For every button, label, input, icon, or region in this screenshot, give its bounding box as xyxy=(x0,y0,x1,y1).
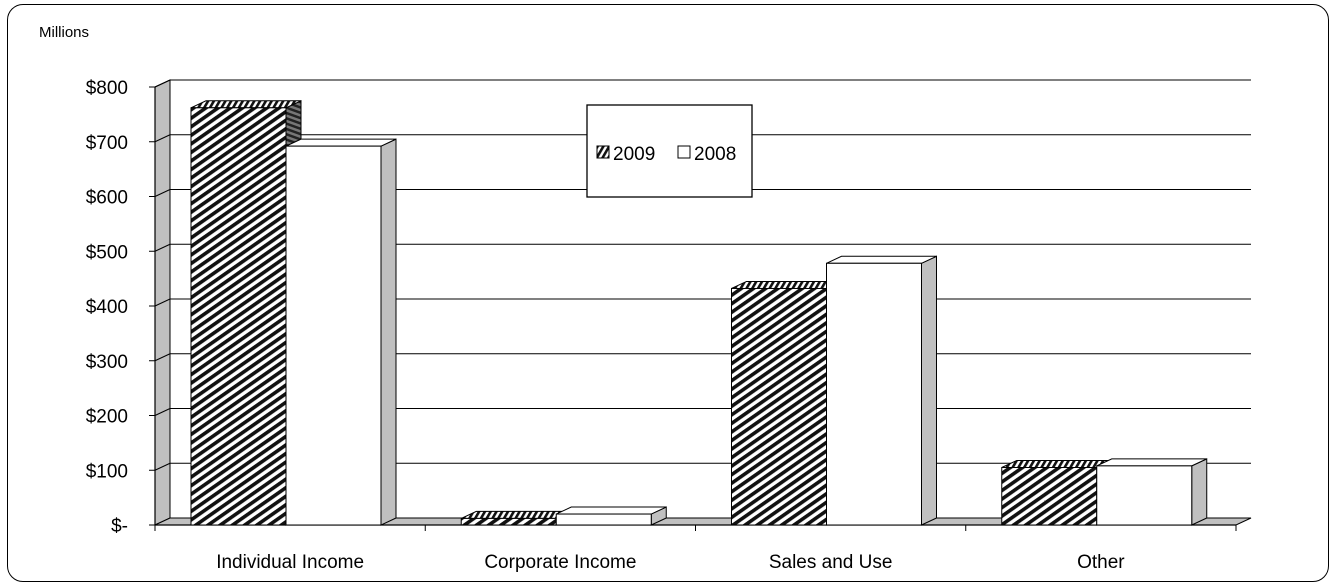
y-tick-label: $800 xyxy=(86,78,128,99)
legend-box xyxy=(586,104,753,198)
bar-top-2009-0 xyxy=(190,100,302,109)
y-tick-label: $300 xyxy=(86,352,128,373)
gridline-depth xyxy=(154,462,171,471)
bar-top-2008-2 xyxy=(826,255,937,264)
gridline-depth xyxy=(154,134,171,143)
bar-top-2009-3 xyxy=(1001,460,1112,469)
revenue-chart: Millions $-$100$200$300$400$500$600$700$… xyxy=(39,24,1252,573)
bar-side-2008-3 xyxy=(1191,458,1208,526)
bar-top-2009-2 xyxy=(731,280,842,289)
bar-2008-2 xyxy=(826,262,922,526)
bar-top-2008-3 xyxy=(1096,458,1207,467)
gridline-depth xyxy=(154,353,171,362)
bar-2009-2 xyxy=(731,287,827,526)
y-tick-label: $400 xyxy=(86,297,128,318)
y-tick-label: $100 xyxy=(86,461,128,482)
legend: 2009 2008 xyxy=(586,104,753,198)
plot-area: $- $100 $200 $300 $400 $500 $600 $700 $800 Indivi… xyxy=(86,78,1252,573)
y-tick-label: $600 xyxy=(86,188,128,209)
x-tick-label: Corporate Income xyxy=(484,552,636,573)
gridline-depth xyxy=(154,243,171,252)
legend-swatch-2009 xyxy=(596,145,610,159)
unit-label: Millions xyxy=(39,24,89,41)
bar-top-2009-1 xyxy=(461,510,572,519)
legend-label-2009: 2009 xyxy=(613,144,655,165)
y-tick-label: $500 xyxy=(86,242,128,263)
legend-swatch-2008 xyxy=(677,145,691,159)
bar-2008-0 xyxy=(285,145,382,526)
bar-side-2008-2 xyxy=(921,255,937,526)
x-tick-label: Sales and Use xyxy=(769,552,893,573)
bar-top-2008-1 xyxy=(556,506,667,515)
gridline-depth xyxy=(154,189,171,197)
bar-2009-0 xyxy=(190,107,287,526)
bar-2009-1 xyxy=(460,517,557,526)
chart-frame: Millions $- $100 $200 $300 $400 $500 $600 $700 $… xyxy=(7,4,1329,582)
bar-2008-3 xyxy=(1096,465,1193,526)
bar-2009-3 xyxy=(1001,467,1098,526)
gridline-depth xyxy=(154,298,171,307)
y-tick-label: $- xyxy=(111,516,128,537)
y-tick-label: $200 xyxy=(86,407,128,428)
x-tick-label: Other xyxy=(1077,552,1125,573)
y-tick-label: $700 xyxy=(86,133,128,154)
gridline-depth xyxy=(154,408,171,416)
x-tick-label: Individual Income xyxy=(216,552,364,573)
bar-top-2008-0 xyxy=(285,138,397,147)
bar-2008-1 xyxy=(555,513,652,526)
bar-side-2008-0 xyxy=(380,138,397,526)
gridline-depth xyxy=(154,79,171,88)
legend-label-2008: 2008 xyxy=(694,144,736,165)
